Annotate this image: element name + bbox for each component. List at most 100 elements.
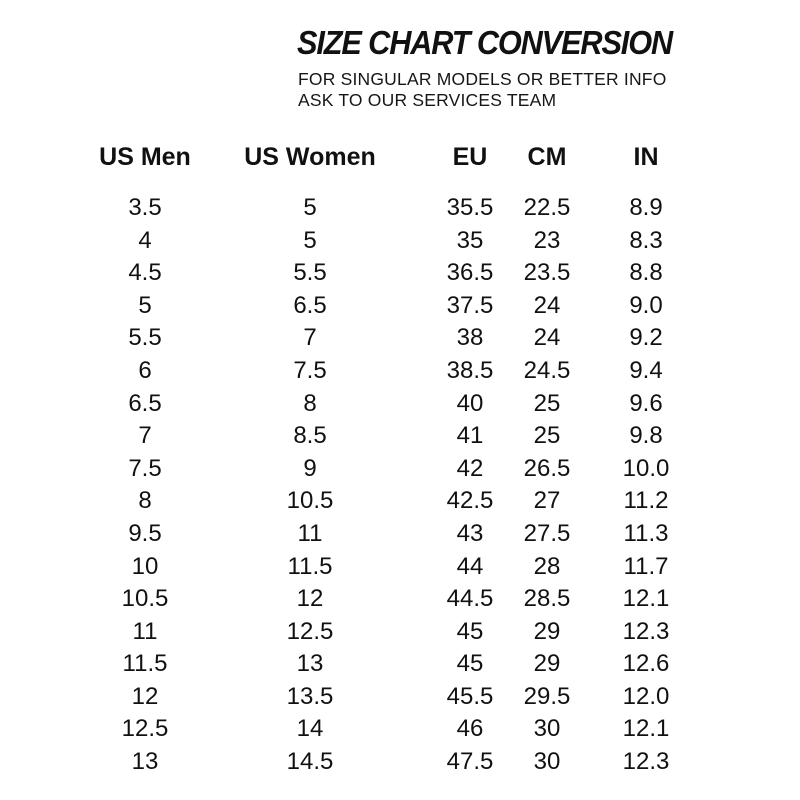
table-cell: 27.5 xyxy=(523,519,571,547)
table-cell: 29.5 xyxy=(523,682,571,710)
table-cell: 28.5 xyxy=(523,585,571,613)
table-cell: 10 xyxy=(131,552,159,580)
table-cell: 45 xyxy=(456,650,484,678)
table-cell: 24 xyxy=(533,324,561,352)
subtitle-line-2: ASK TO OUR SERVICES TEAM xyxy=(298,90,557,111)
table-cell: 37.5 xyxy=(446,291,494,319)
table-cell: 47.5 xyxy=(446,748,494,776)
table-cell: 25 xyxy=(533,389,561,417)
chart-title: SIZE CHART CONVERSION xyxy=(297,24,673,61)
table-row: 11.5 13 45 29 12.6 xyxy=(66,648,706,681)
table-cell: 12 xyxy=(296,585,324,613)
column-header-eu: EU xyxy=(452,143,488,172)
table-cell: 12.3 xyxy=(622,617,670,645)
table-cell: 22.5 xyxy=(523,193,571,221)
table-cell: 45 xyxy=(456,617,484,645)
table-cell: 11.5 xyxy=(122,650,168,678)
table-cell: 43 xyxy=(456,519,484,547)
table-cell: 30 xyxy=(533,748,561,776)
chart-subtitle: FOR SINGULAR MODELS OR BETTER INFO ASK T… xyxy=(298,69,800,112)
table-row: 4.5 5.5 36.5 23.5 8.8 xyxy=(66,257,706,290)
table-cell: 5 xyxy=(303,193,317,221)
table-cell: 9.2 xyxy=(629,324,663,352)
table-cell: 9.4 xyxy=(629,356,663,384)
table-cell: 24 xyxy=(533,291,561,319)
table-cell: 12.0 xyxy=(622,682,670,710)
table-row: 12.5 14 46 30 12.1 xyxy=(66,713,706,746)
column-header-in: IN xyxy=(633,143,659,172)
table-cell: 35.5 xyxy=(446,193,494,221)
table-cell: 12.6 xyxy=(622,650,670,678)
table-cell: 6.5 xyxy=(293,291,327,319)
table-cell: 14.5 xyxy=(286,748,334,776)
table-row: 9.5 11 43 27.5 11.3 xyxy=(66,518,706,551)
table-cell: 27 xyxy=(533,487,561,515)
table-cell: 8.9 xyxy=(629,193,663,221)
table-cell: 26.5 xyxy=(523,454,571,482)
table-cell: 44 xyxy=(456,552,484,580)
table-cell: 10.5 xyxy=(286,487,334,515)
table-row: 5 6.5 37.5 24 9.0 xyxy=(66,289,706,322)
table-cell: 10.5 xyxy=(121,585,169,613)
table-cell: 38 xyxy=(456,324,484,352)
table-cell: 3.5 xyxy=(128,193,162,221)
table-cell: 12.5 xyxy=(121,715,169,743)
table-cell: 9.6 xyxy=(629,389,663,417)
table-cell: 5.5 xyxy=(293,259,327,287)
table-row: 8 10.5 42.5 27 11.2 xyxy=(66,485,706,518)
table-cell: 23.5 xyxy=(523,259,571,287)
table-cell: 9 xyxy=(303,454,317,482)
table-cell: 9.0 xyxy=(629,291,663,319)
table-cell: 9.5 xyxy=(128,519,162,547)
table-cell: 5.5 xyxy=(128,324,162,352)
table-cell: 6 xyxy=(138,356,152,384)
size-conversion-table: US Men US Women EU CM IN 3.5 5 35.5 22.5 8.9 4 5 35… xyxy=(66,140,706,779)
table-cell: 44.5 xyxy=(446,585,494,613)
table-row: 6 7.5 38.5 24.5 9.4 xyxy=(66,355,706,388)
column-header-us-women: US Women xyxy=(244,143,376,172)
table-cell: 8.5 xyxy=(293,422,327,450)
table-row: 13 14.5 47.5 30 12.3 xyxy=(66,746,706,779)
table-cell: 40 xyxy=(456,389,484,417)
table-cell: 12.5 xyxy=(286,617,334,645)
table-cell: 42.5 xyxy=(446,487,494,515)
table-body: 3.5 5 35.5 22.5 8.9 4 5 35 23 8.3 4.5 5.5 36.5 23.5 8.… xyxy=(66,192,706,779)
table-cell: 4.5 xyxy=(128,259,162,287)
table-cell: 11.3 xyxy=(623,519,669,547)
table-cell: 5 xyxy=(138,291,152,319)
table-cell: 6.5 xyxy=(128,389,162,417)
table-cell: 29 xyxy=(533,617,561,645)
table-cell: 8.8 xyxy=(629,259,663,287)
table-cell: 24.5 xyxy=(523,356,571,384)
table-cell: 8 xyxy=(303,389,317,417)
table-cell: 8.3 xyxy=(629,226,663,254)
table-cell: 13 xyxy=(131,748,159,776)
table-row: 7.5 9 42 26.5 10.0 xyxy=(66,452,706,485)
table-cell: 25 xyxy=(533,422,561,450)
table-row: 5.5 7 38 24 9.2 xyxy=(66,322,706,355)
table-cell: 11 xyxy=(132,617,158,645)
table-row: 10 11.5 44 28 11.7 xyxy=(66,550,706,583)
table-row: 10.5 12 44.5 28.5 12.1 xyxy=(66,583,706,616)
table-cell: 12.3 xyxy=(622,748,670,776)
table-cell: 12.1 xyxy=(622,585,670,613)
table-cell: 29 xyxy=(533,650,561,678)
table-cell: 36.5 xyxy=(446,259,494,287)
column-header-us-men: US Men xyxy=(99,143,191,172)
table-cell: 11 xyxy=(297,519,323,547)
table-cell: 12 xyxy=(131,682,159,710)
table-cell: 41 xyxy=(456,422,484,450)
table-cell: 7 xyxy=(138,422,152,450)
table-cell: 7.5 xyxy=(128,454,162,482)
table-cell: 23 xyxy=(533,226,561,254)
table-cell: 42 xyxy=(456,454,484,482)
table-cell: 13 xyxy=(296,650,324,678)
table-cell: 38.5 xyxy=(446,356,494,384)
table-cell: 10.0 xyxy=(622,454,670,482)
table-cell: 5 xyxy=(303,226,317,254)
table-row: 11 12.5 45 29 12.3 xyxy=(66,615,706,648)
table-row: 3.5 5 35.5 22.5 8.9 xyxy=(66,192,706,225)
table-cell: 11.5 xyxy=(287,552,333,580)
table-row: 6.5 8 40 25 9.6 xyxy=(66,387,706,420)
